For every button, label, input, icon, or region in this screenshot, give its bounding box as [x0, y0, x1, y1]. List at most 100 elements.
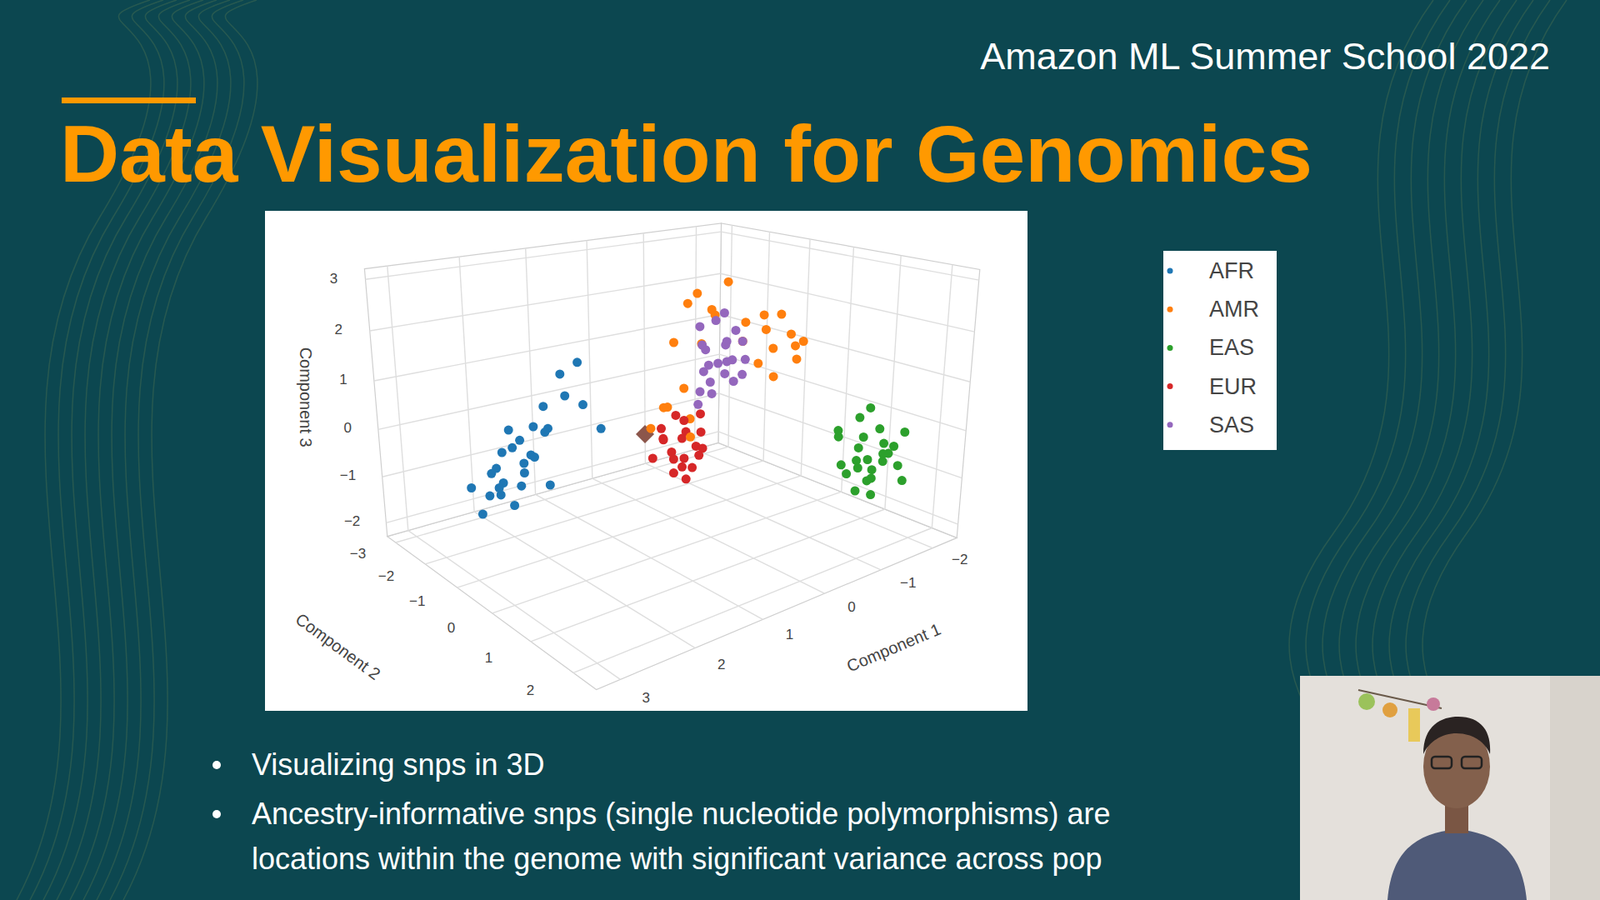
webcam-sticker	[1426, 697, 1440, 711]
point	[495, 483, 505, 493]
point	[504, 425, 514, 435]
point	[836, 460, 846, 470]
legend-label: EAS	[1209, 335, 1255, 360]
point	[677, 434, 687, 444]
point	[859, 432, 869, 442]
title: Data Visualization for Genomics	[60, 109, 1313, 199]
tick-label: 0	[447, 620, 455, 636]
point	[646, 424, 656, 434]
point	[851, 455, 861, 465]
point	[900, 427, 910, 437]
point	[679, 454, 689, 464]
tick-label: 2	[335, 321, 343, 338]
point	[486, 469, 496, 479]
point	[738, 336, 748, 346]
point	[510, 500, 520, 510]
grid-line	[885, 255, 901, 510]
axis-titles: Component 1Component 2Component 3	[292, 347, 944, 684]
point	[578, 400, 588, 410]
grid-line	[365, 231, 722, 280]
webcam-bg	[1300, 675, 1600, 900]
point	[878, 449, 888, 459]
point	[692, 289, 702, 299]
grid-line	[645, 463, 881, 570]
point	[867, 465, 877, 475]
point	[697, 340, 707, 350]
point	[572, 357, 582, 367]
point	[720, 308, 730, 318]
tick-label: −3	[350, 545, 366, 562]
wall-frame	[718, 223, 980, 539]
point	[897, 475, 907, 485]
axis-title: Component 1	[844, 620, 944, 676]
tick-label: −2	[344, 513, 360, 530]
webcam-wall	[1550, 675, 1600, 900]
grid-line	[385, 431, 719, 524]
point	[713, 359, 723, 369]
grid-line	[800, 239, 810, 476]
webcam-sticker	[1408, 708, 1420, 742]
point	[729, 376, 739, 386]
grid-line	[719, 354, 966, 431]
point	[753, 359, 763, 369]
grid-line	[457, 475, 802, 588]
webcam-sticker	[1382, 702, 1398, 718]
point	[875, 424, 885, 434]
point	[731, 325, 741, 335]
legend-label: AFR	[1209, 258, 1255, 284]
points	[466, 277, 910, 520]
tick-label: −1	[409, 593, 425, 610]
grid-line	[370, 273, 721, 331]
point	[681, 474, 691, 484]
point	[786, 329, 796, 339]
webcam-sticker	[1358, 693, 1375, 710]
point	[863, 455, 873, 465]
point	[704, 360, 714, 370]
point	[792, 354, 802, 364]
scene	[364, 223, 980, 690]
grid-line	[492, 491, 842, 614]
point	[855, 413, 865, 423]
grid-line	[720, 273, 975, 332]
point	[679, 384, 689, 394]
point	[656, 424, 666, 434]
point	[769, 371, 779, 381]
title-rule	[61, 97, 196, 104]
background	[0, 0, 1600, 900]
point	[833, 425, 843, 435]
tick-label: 0	[847, 599, 855, 615]
point	[790, 340, 800, 350]
bullets: Visualizing snps in 3DAncestry-informati…	[212, 747, 1110, 876]
grid-line	[530, 509, 885, 642]
point	[737, 370, 747, 380]
point	[669, 468, 679, 478]
webcam	[1300, 675, 1600, 900]
point	[720, 369, 730, 379]
legend-swatch	[1167, 306, 1174, 313]
webcam-body	[1387, 829, 1527, 900]
axis-title: Component 2	[292, 609, 385, 684]
tick-label: 1	[339, 371, 347, 388]
point	[707, 389, 717, 399]
point	[658, 434, 668, 444]
point	[768, 344, 778, 354]
tick-label: −2	[378, 568, 395, 585]
grid-line	[425, 460, 764, 565]
point	[707, 305, 717, 315]
tick-label: −1	[900, 575, 916, 591]
point	[740, 355, 750, 365]
tick-label: 3	[641, 690, 650, 706]
point	[528, 422, 538, 432]
point	[799, 336, 809, 346]
grid-line	[695, 226, 697, 450]
grid-line	[931, 265, 953, 529]
point	[497, 448, 507, 458]
point	[695, 409, 705, 419]
grid-line	[586, 240, 593, 480]
point	[507, 443, 517, 453]
point	[711, 315, 721, 325]
grid-line	[728, 225, 732, 447]
webcam-glasses	[1461, 756, 1482, 769]
point	[722, 336, 732, 346]
grid-line	[459, 256, 475, 512]
